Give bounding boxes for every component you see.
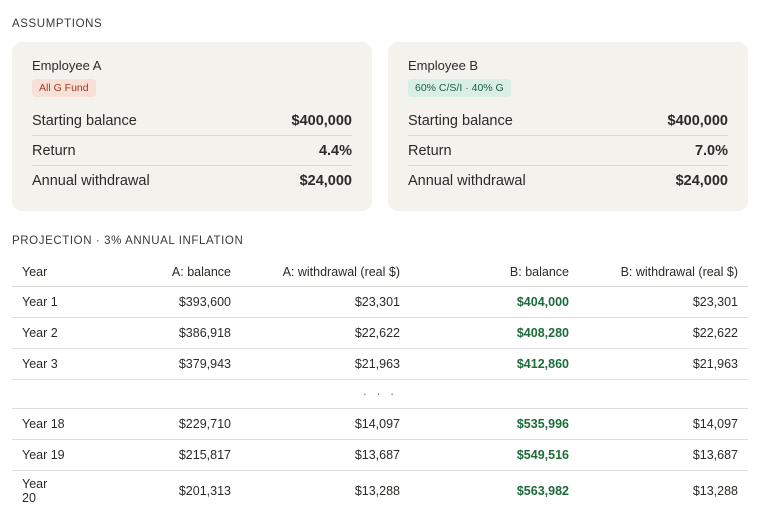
employee-a-card: Employee A All G Fund Starting balance $…: [12, 42, 372, 211]
cell-a-balance: $379,943: [82, 348, 241, 380]
cell-b-balance: $549,516: [410, 439, 579, 471]
return-row: Return 4.4%: [32, 136, 352, 166]
annual-withdrawal-row: Annual withdrawal $24,000: [32, 166, 352, 195]
cell-year: Year 18: [12, 408, 82, 440]
cell-b-balance: $404,000: [410, 286, 579, 318]
table-row: Year 2 $386,918 $22,622 $408,280 $22,622: [12, 317, 748, 349]
fund-badge: All G Fund: [32, 79, 96, 97]
cell-year: Year 20: [12, 471, 82, 512]
cell-b-balance: $412,860: [410, 348, 579, 380]
header-year: Year: [12, 258, 82, 287]
header-b-balance: B: balance: [410, 258, 579, 287]
cell-a-withdrawal: $13,687: [241, 439, 410, 471]
row-value: 4.4%: [318, 142, 352, 159]
cell-a-withdrawal: $21,963: [241, 348, 410, 380]
header-b-withdrawal: B: withdrawal (real $): [579, 258, 748, 287]
cell-a-balance: $229,710: [82, 408, 241, 440]
row-label: Starting balance: [408, 112, 513, 129]
table-row: Year 3 $379,943 $21,963 $412,860 $21,963: [12, 348, 748, 380]
cell-b-balance: $563,982: [516, 484, 569, 498]
table-row: Year 19 $215,817 $13,687 $549,516 $13,68…: [12, 439, 748, 471]
table-row: Year 18 $229,710 $14,097 $535,996 $14,09…: [12, 408, 748, 440]
cell-a-withdrawal: $23,301: [241, 286, 410, 318]
annual-withdrawal-row: Annual withdrawal $24,000: [408, 166, 728, 195]
cell-b-withdrawal: $22,622: [579, 317, 748, 349]
row-label: Starting balance: [32, 112, 137, 129]
row-label: Return: [32, 142, 76, 159]
table-ellipsis-row: · · ·: [12, 379, 748, 409]
table-row: Year 20 $201,313 $13,288 $563,982 $13,28…: [12, 471, 748, 512]
cell-year: Year 19: [12, 439, 82, 471]
employee-b-card: Employee B 60% C/S/I · 40% G Starting ba…: [388, 42, 748, 211]
table-row: Year 1 $393,600 $23,301 $404,000 $23,301: [12, 286, 748, 318]
row-value: 7.0%: [694, 142, 728, 159]
cell-a-balance: $386,918: [82, 317, 241, 349]
cell-a-balance: $215,817: [82, 439, 241, 471]
table-header-row: Year A: balance A: withdrawal (real $) B…: [12, 258, 748, 287]
cell-b-balance: $535,996: [410, 408, 579, 440]
row-label: Annual withdrawal: [408, 172, 526, 189]
fund-badge: 60% C/S/I · 40% G: [408, 79, 511, 97]
cell-a-balance: $393,600: [82, 286, 241, 318]
cell-year: Year 3: [12, 348, 82, 380]
projection-title: PROJECTION · 3% ANNUAL INFLATION: [12, 235, 244, 247]
cell-a-withdrawal: $14,097: [241, 408, 410, 440]
employee-name: Employee B: [408, 58, 479, 73]
starting-balance-row: Starting balance $400,000: [408, 106, 728, 136]
row-label: Return: [408, 142, 452, 159]
assumptions-title: ASSUMPTIONS: [12, 18, 103, 30]
cell-b-withdrawal: $21,963: [579, 348, 748, 380]
header-a-withdrawal: A: withdrawal (real $): [241, 258, 410, 287]
cell-b-withdrawal: $13,288: [692, 484, 738, 498]
cell-year-text: Year 20: [22, 477, 48, 505]
row-value: $400,000: [667, 112, 728, 129]
cell-b-balance: $408,280: [410, 317, 579, 349]
cell-year: Year 1: [12, 286, 82, 318]
cell-a-balance: $201,313: [178, 484, 231, 498]
cell-b-withdrawal: $23,301: [579, 286, 748, 318]
row-label: Annual withdrawal: [32, 172, 150, 189]
row-value: $400,000: [291, 112, 352, 129]
return-row: Return 7.0%: [408, 136, 728, 166]
ellipsis: · · ·: [12, 379, 748, 409]
cell-a-withdrawal: $22,622: [241, 317, 410, 349]
employee-name: Employee A: [32, 58, 102, 73]
row-value: $24,000: [675, 172, 728, 189]
cell-a-withdrawal: $13,288: [354, 484, 400, 498]
header-a-balance: A: balance: [82, 258, 241, 287]
cell-b-withdrawal: $14,097: [579, 408, 748, 440]
row-value: $24,000: [299, 172, 352, 189]
cell-year: Year 2: [12, 317, 82, 349]
projection-table: Year A: balance A: withdrawal (real $) B…: [12, 258, 748, 511]
cell-b-withdrawal: $13,687: [579, 439, 748, 471]
starting-balance-row: Starting balance $400,000: [32, 106, 352, 136]
